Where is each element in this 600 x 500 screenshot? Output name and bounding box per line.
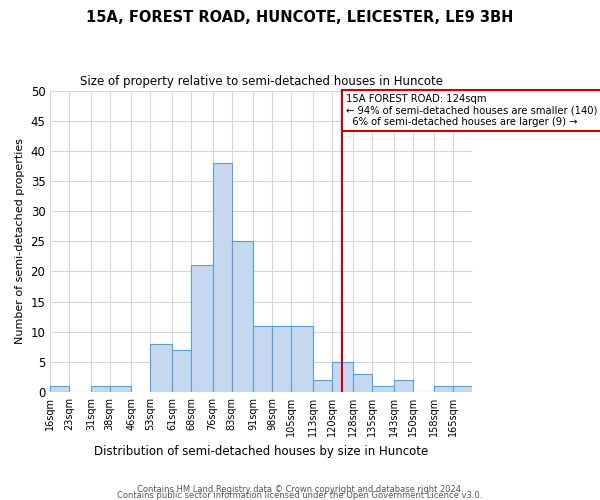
Text: Contains HM Land Registry data © Crown copyright and database right 2024.: Contains HM Land Registry data © Crown c… (137, 484, 463, 494)
Bar (291, 326, 313, 392)
Bar (332, 362, 353, 392)
Bar (253, 326, 272, 392)
Text: 15A, FOREST ROAD, HUNCOTE, LEICESTER, LE9 3BH: 15A, FOREST ROAD, HUNCOTE, LEICESTER, LE… (86, 10, 514, 25)
X-axis label: Distribution of semi-detached houses by size in Huncote: Distribution of semi-detached houses by … (94, 444, 428, 458)
Bar (434, 386, 453, 392)
Bar (313, 380, 332, 392)
Title: Size of property relative to semi-detached houses in Huncote: Size of property relative to semi-detach… (80, 75, 443, 88)
Text: 15A FOREST ROAD: 124sqm
← 94% of semi-detached houses are smaller (140)
  6% of : 15A FOREST ROAD: 124sqm ← 94% of semi-de… (346, 94, 598, 127)
Bar (272, 326, 291, 392)
Bar (110, 386, 131, 392)
Bar (212, 163, 232, 392)
Bar (353, 374, 372, 392)
Bar (232, 242, 253, 392)
Bar (50, 386, 69, 392)
Bar (453, 386, 472, 392)
Bar (151, 344, 172, 392)
Bar (172, 350, 191, 392)
Text: Contains public sector information licensed under the Open Government Licence v3: Contains public sector information licen… (118, 490, 482, 500)
Bar (191, 266, 212, 392)
Bar (394, 380, 413, 392)
Bar (91, 386, 110, 392)
Y-axis label: Number of semi-detached properties: Number of semi-detached properties (15, 138, 25, 344)
Bar (372, 386, 394, 392)
